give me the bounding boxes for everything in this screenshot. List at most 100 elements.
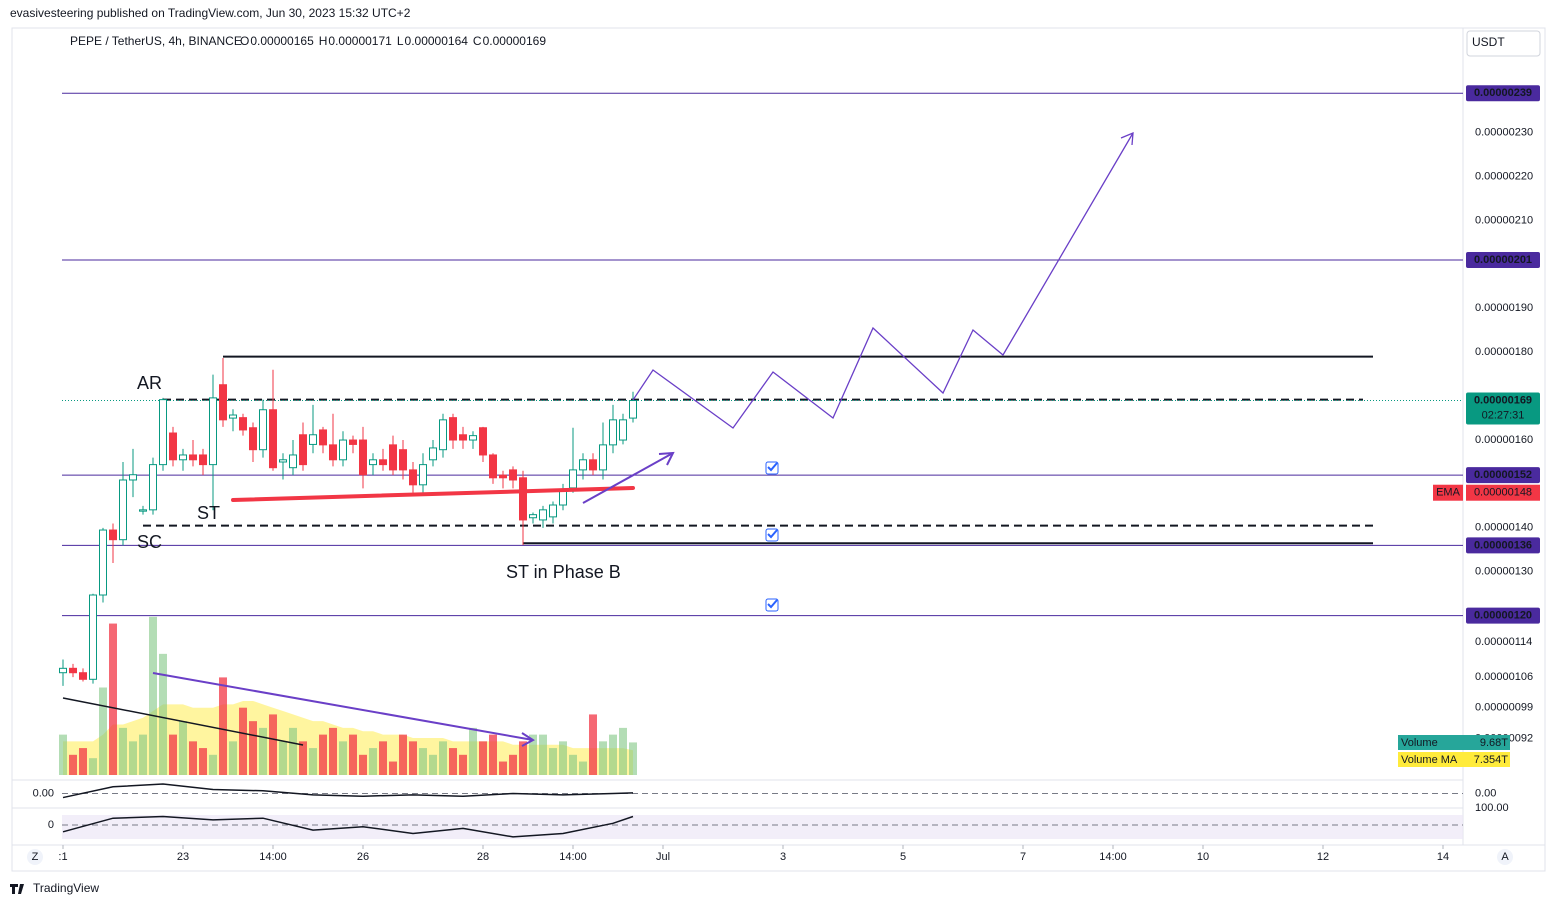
volume-bar: [69, 754, 77, 775]
x-tick-label: 23: [177, 851, 189, 863]
volume-bar: [279, 741, 287, 775]
ema-tag: [1466, 484, 1540, 501]
last-price-label: 0.00000169: [1474, 394, 1532, 406]
candle-body: [439, 419, 447, 451]
volume-bar: [369, 748, 377, 775]
annotation: AR: [137, 373, 162, 393]
candle-body: [429, 447, 437, 461]
x-tick-label: 12: [1317, 851, 1329, 863]
volume-legend-name: Volume: [1401, 737, 1438, 749]
checkmarks: [765, 461, 779, 612]
annotation: SC: [137, 532, 162, 552]
currency-button[interactable]: [1466, 30, 1541, 57]
volume-bar: [589, 714, 597, 775]
legend-key: L: [397, 34, 404, 48]
candle-body: [99, 529, 107, 596]
candle-body: [319, 429, 327, 446]
candle-body: [539, 509, 547, 521]
candle-body: [489, 454, 497, 479]
candle-body: [629, 400, 637, 419]
level-tag: [1466, 467, 1540, 484]
osc-right-label: 0.00: [1475, 787, 1496, 799]
volume-bar: [479, 741, 487, 775]
legend-value: 0.00000169: [483, 34, 547, 48]
plot: [59, 92, 1463, 775]
y-tick-label: 0.00000140: [1475, 522, 1533, 534]
candle-body: [379, 459, 387, 466]
candle-body: [199, 454, 207, 466]
level-label: 0.00000239: [1474, 87, 1532, 99]
candle-body: [59, 667, 67, 674]
candle-body: [69, 667, 77, 674]
volume-bar: [509, 754, 517, 775]
volume-bar: [449, 748, 457, 775]
volume-bar: [209, 754, 217, 775]
symbol: PEPE / TetherUS, 4h, BINANCE: [70, 34, 242, 48]
volume-bar: [109, 623, 117, 775]
candle-body: [259, 409, 267, 451]
candle-body: [179, 454, 187, 461]
y-tick-label: 0.00000210: [1475, 214, 1533, 226]
legend-key: H: [319, 34, 328, 48]
level-tag: [1466, 85, 1540, 102]
y-tick-label: 0.00000230: [1475, 127, 1533, 139]
level-tag: [1466, 607, 1540, 624]
candle-body: [89, 594, 97, 680]
volume-ma-area: [63, 700, 633, 775]
candle-body: [219, 384, 227, 421]
volume-bar: [219, 677, 227, 775]
volume-bar: [249, 721, 257, 775]
y-tick-label: 0.00000190: [1475, 302, 1533, 314]
candle-body: [619, 419, 627, 441]
volume-bar: [429, 754, 437, 775]
volume-bar: [519, 741, 527, 775]
candle-body: [579, 459, 587, 471]
candle-body: [609, 419, 617, 446]
volume-legend-tag: [1398, 752, 1510, 767]
volume-bar: [409, 741, 417, 775]
volume-legend-name: Volume MA: [1401, 754, 1458, 766]
volume-bar: [439, 741, 447, 775]
volume-trendline: [62, 697, 304, 746]
volume-bar: [199, 748, 207, 775]
y-tick-label: 0.00000114: [1475, 636, 1532, 648]
candle-body: [369, 459, 377, 466]
candle-body: [459, 434, 467, 441]
annotation: ST: [197, 503, 220, 523]
candle-body: [349, 439, 357, 445]
candle-body: [449, 417, 457, 441]
zoom-button[interactable]: [27, 849, 43, 865]
volume-trendline: [152, 672, 534, 741]
red-trendline: [231, 486, 635, 502]
x-tick-label: 10: [1197, 851, 1209, 863]
volume-bar: [79, 748, 87, 775]
candle-body: [329, 444, 337, 461]
candle-body: [509, 469, 517, 481]
osc-line: [62, 815, 634, 838]
volume-bar: [389, 761, 397, 775]
logo: [10, 884, 24, 894]
candle-body: [409, 469, 417, 486]
y-tick-label: 0.00000180: [1475, 346, 1533, 358]
volume-bar: [499, 761, 507, 775]
volume-bar: [599, 741, 607, 775]
x-tick-label: 7: [1020, 851, 1026, 863]
x-tick-label: 14: [1437, 851, 1449, 863]
auto-button[interactable]: [1497, 849, 1513, 865]
ema-label: 0.00000148: [1474, 487, 1532, 499]
legend-value: 0.00000164: [405, 34, 469, 48]
candle-body: [309, 434, 317, 445]
candle-body: [479, 427, 487, 456]
legend-value: 0.00000165: [250, 34, 314, 48]
legend-key: O: [240, 34, 249, 48]
volume-bar: [619, 727, 627, 775]
x-tick-label: Jul: [656, 851, 670, 863]
level-label: 0.00000136: [1474, 539, 1532, 551]
volume-bar: [469, 727, 477, 775]
volume-legend-value: 9.68T: [1480, 737, 1508, 749]
level-tag: [1466, 252, 1540, 269]
legend-value: 0.00000171: [328, 34, 392, 48]
zoom-label: Z: [32, 851, 39, 863]
volume-bar: [139, 734, 147, 775]
